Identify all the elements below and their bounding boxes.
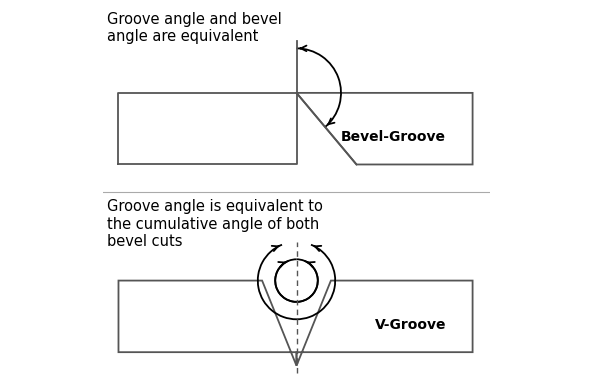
Text: Groove angle and bevel
angle are equivalent: Groove angle and bevel angle are equival…	[107, 12, 282, 44]
Text: V-Groove: V-Groove	[375, 318, 447, 332]
Text: Groove angle is equivalent to
the cumulative angle of both
bevel cuts: Groove angle is equivalent to the cumula…	[107, 199, 323, 249]
Text: Bevel-Groove: Bevel-Groove	[341, 130, 446, 144]
